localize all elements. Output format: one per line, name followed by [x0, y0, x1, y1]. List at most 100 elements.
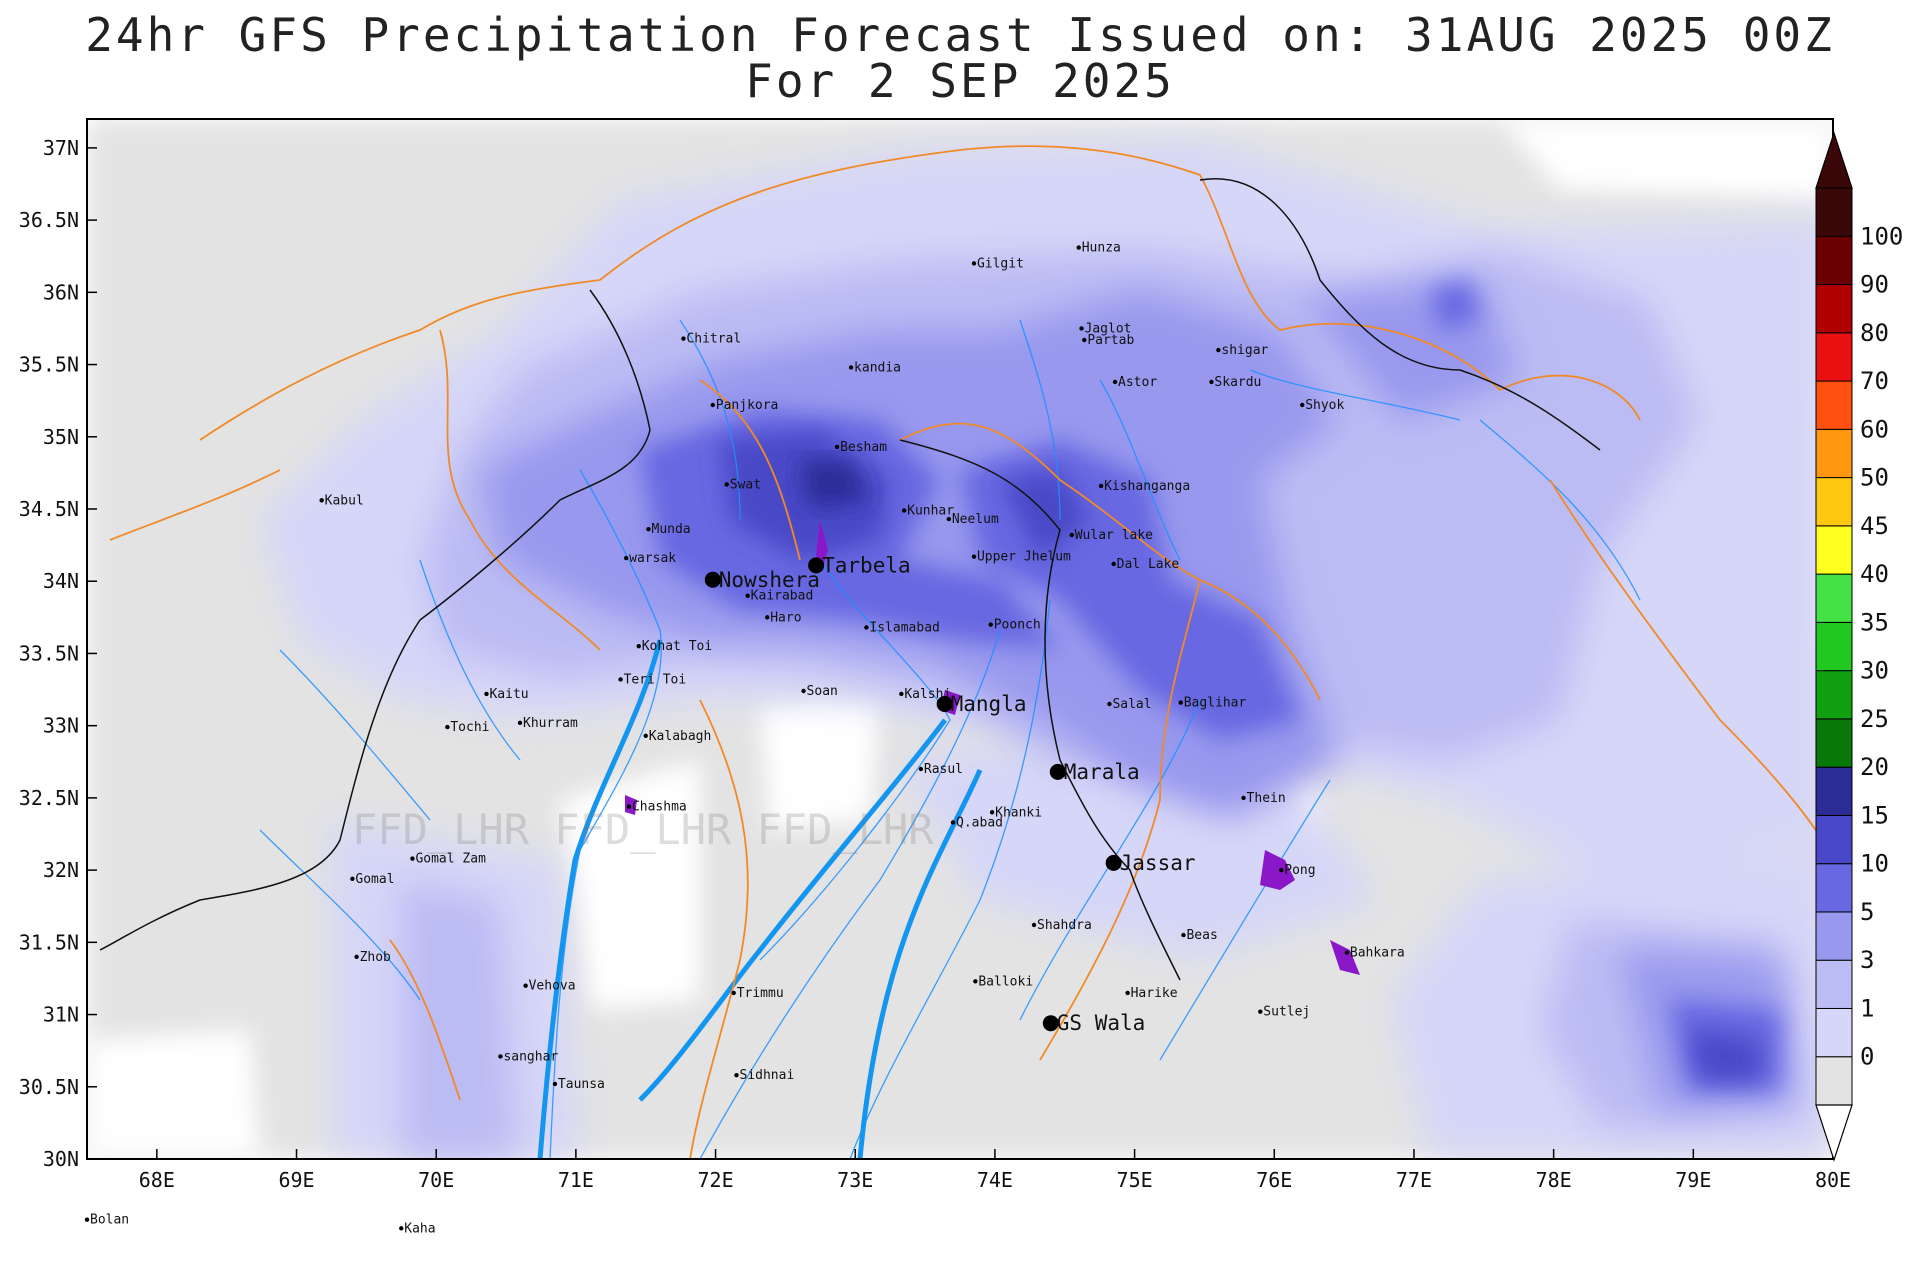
legend-swatch	[1815, 621, 1853, 672]
place-dot	[626, 804, 632, 809]
place-dot	[918, 766, 924, 772]
major-place-dot	[1042, 1015, 1059, 1032]
legend-tick-label: 3	[1860, 946, 1874, 974]
x-tick-label: 70E	[418, 1168, 454, 1192]
major-place-dot	[808, 557, 825, 574]
place-dot	[354, 954, 359, 959]
place-dot	[517, 720, 523, 725]
place-dot	[988, 622, 993, 627]
place-dot	[1181, 932, 1186, 938]
y-tick-label: 35N	[43, 425, 79, 449]
x-tick-label: 72E	[697, 1168, 733, 1192]
place-label: Kabul	[325, 493, 364, 508]
place-dot	[724, 482, 729, 487]
place-dot	[1111, 561, 1116, 567]
legend-tick-label: 60	[1860, 415, 1889, 443]
x-tick-label: 76E	[1256, 1168, 1292, 1192]
place-dot	[1098, 483, 1104, 489]
place-label: Taunsa	[558, 1077, 605, 1092]
legend-tick-label: 80	[1860, 319, 1889, 347]
place-dot	[445, 724, 450, 730]
place-dot	[1258, 1009, 1263, 1014]
place-label: Skardu	[1214, 375, 1261, 390]
legend-tick-label: 30	[1860, 657, 1889, 685]
place-label: Islamabad	[869, 620, 939, 635]
place-label: Hunza	[1082, 241, 1121, 256]
place-dot	[946, 516, 952, 522]
place-dot	[618, 677, 623, 682]
place-label: Haro	[770, 610, 801, 625]
legend-tick-label: 40	[1860, 560, 1889, 588]
place-label: Khurram	[523, 716, 578, 731]
legend-tick-label: 45	[1860, 512, 1889, 540]
legend-swatch	[1815, 863, 1853, 913]
place-label: Kaha	[404, 1221, 435, 1236]
legend-tick-label: 100	[1860, 222, 1903, 250]
place-dot	[350, 876, 355, 881]
place-label: Neelum	[952, 512, 999, 527]
legend-tick-label: 90	[1860, 271, 1889, 299]
place-label: Zhob	[360, 950, 391, 965]
place-label: Gomal Zam	[415, 852, 486, 867]
x-tick-label: 80E	[1815, 1168, 1851, 1192]
place-dot	[834, 444, 840, 450]
place-dot	[1079, 326, 1084, 331]
major-place-label: Tarbela	[822, 553, 911, 577]
place-label: Shahdra	[1037, 918, 1092, 933]
place-dot	[636, 644, 641, 649]
legend-tick-label: 5	[1860, 898, 1874, 926]
place-label: Teri Toi	[624, 672, 687, 687]
x-tick-label: 73E	[837, 1168, 873, 1192]
place-dot	[1082, 337, 1087, 343]
place-label: Partab	[1087, 333, 1134, 348]
place-label: Harike	[1131, 986, 1178, 1001]
legend-swatch	[1815, 187, 1853, 237]
y-tick-label: 34N	[43, 569, 79, 593]
place-dot	[1279, 867, 1284, 873]
place-label: Q.abad	[956, 815, 1003, 830]
place-dot	[1300, 402, 1305, 408]
legend-swatch	[1815, 911, 1853, 961]
legend-tick-label: 0	[1860, 1043, 1874, 1071]
place-dot	[971, 554, 977, 559]
place-label: kandia	[854, 360, 901, 375]
place-dot	[734, 1073, 739, 1078]
legend-swatch	[1815, 428, 1853, 479]
place-label: Kalabagh	[649, 729, 712, 744]
place-dot	[484, 691, 489, 697]
x-tick-label: 69E	[278, 1168, 314, 1192]
place-label: shigar	[1221, 343, 1268, 358]
place-dot	[801, 688, 806, 694]
major-rivers	[537, 639, 983, 1159]
y-tick-label: 30.5N	[19, 1075, 79, 1099]
place-label: Khanki	[995, 805, 1042, 820]
place-dot	[765, 615, 770, 620]
legend-swatch	[1815, 1056, 1853, 1106]
place-dot	[971, 261, 977, 266]
legend-swatch	[1815, 670, 1853, 720]
place-dot	[399, 1226, 404, 1231]
y-tick-label: 34.5N	[19, 497, 79, 521]
place-label: Chitral	[686, 332, 741, 347]
place-dot	[1069, 532, 1074, 538]
place-dot	[1241, 795, 1246, 801]
y-tick-label: 32.5N	[19, 786, 79, 810]
x-tick-label: 77E	[1396, 1168, 1432, 1192]
place-label: Beas	[1186, 928, 1217, 943]
place-label: Munda	[652, 522, 691, 537]
place-label: Astor	[1118, 375, 1157, 390]
legend-tick-label: 70	[1860, 367, 1889, 395]
place-label: Salal	[1112, 697, 1151, 712]
place-label: Besham	[840, 440, 887, 455]
place-dot	[950, 820, 956, 825]
place-dot	[1112, 379, 1118, 385]
y-tick-label: 33.5N	[19, 641, 79, 665]
legend-swatch	[1815, 477, 1853, 527]
place-dot	[1216, 347, 1221, 353]
place-label: Poonch	[994, 618, 1041, 633]
place-label: Upper Jhelum	[977, 550, 1071, 565]
place-dot	[745, 593, 750, 598]
